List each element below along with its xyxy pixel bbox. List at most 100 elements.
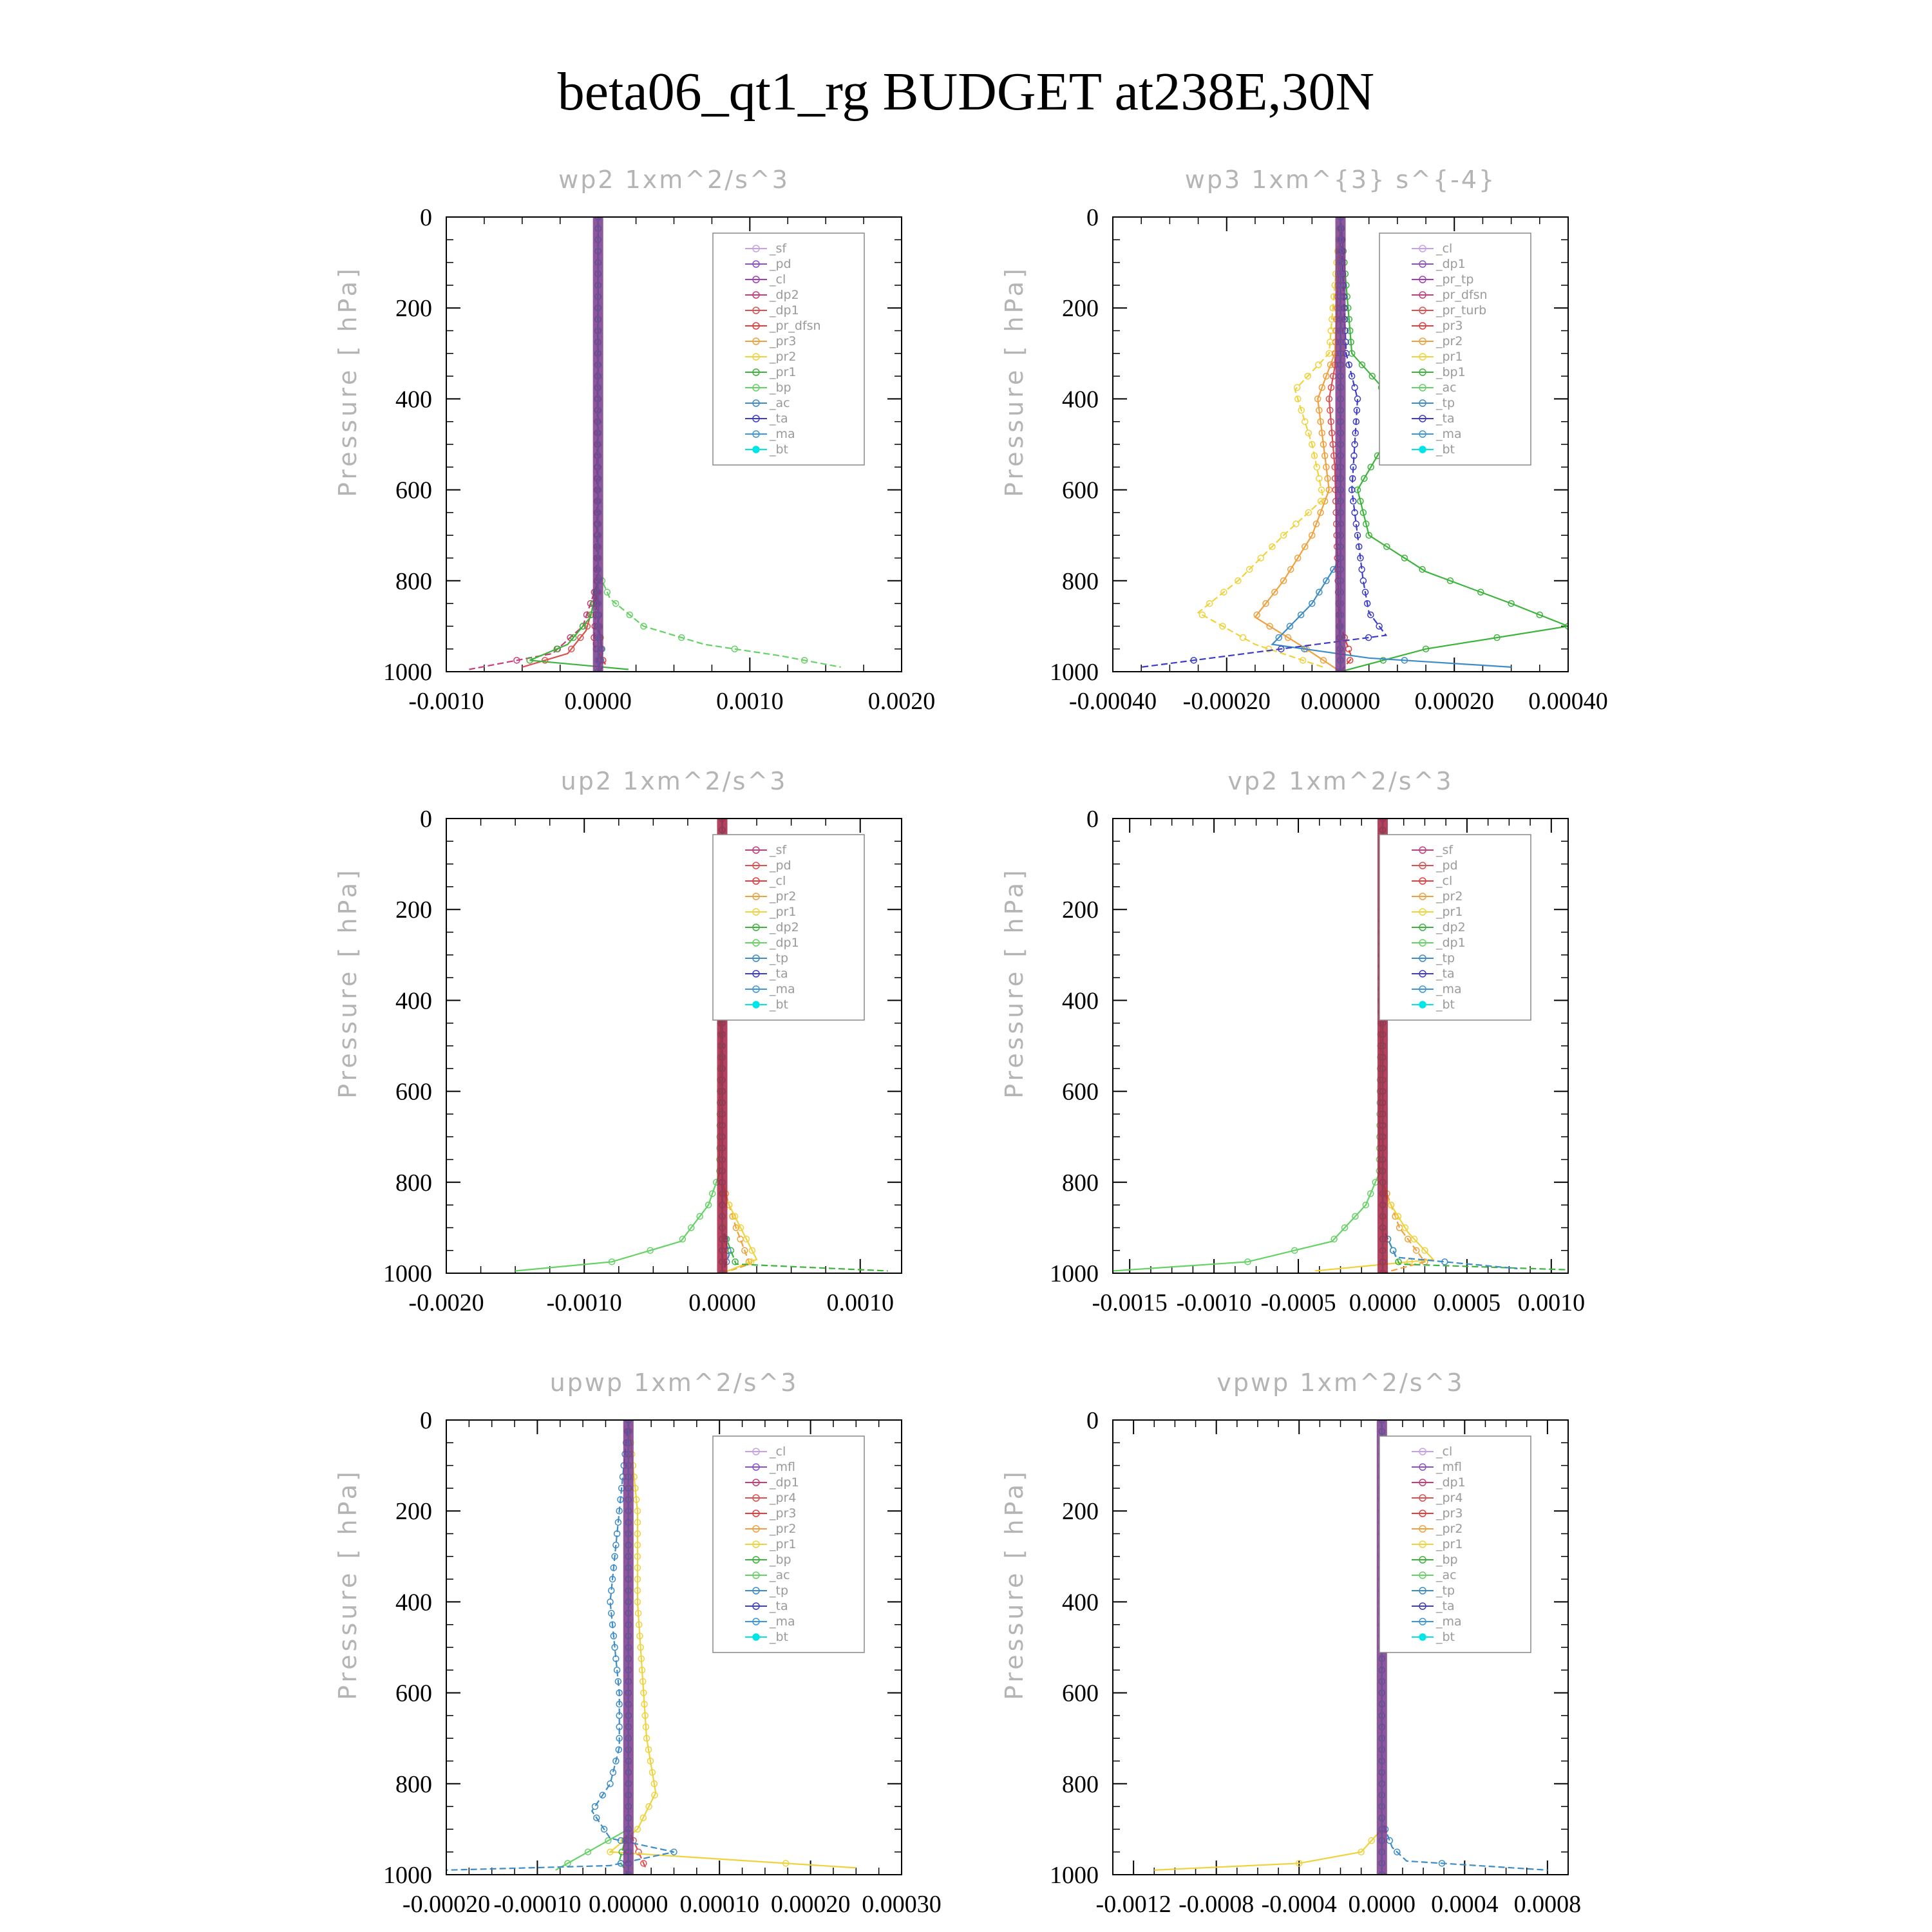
series-marker (612, 1757, 620, 1765)
legend-marker (1419, 415, 1426, 422)
x-tick-label: 0.0010 (826, 1289, 894, 1316)
series-line-pr2 (1254, 217, 1341, 672)
zero-profile-band (592, 217, 603, 672)
series-marker (1318, 430, 1326, 437)
series-marker (1359, 509, 1367, 516)
legend-label: _dp1 (769, 936, 799, 950)
series-marker (553, 645, 560, 652)
series-line-bp1 (1340, 217, 1568, 672)
legend-label: _pr2 (1435, 334, 1463, 348)
y-tick-label: 800 (395, 1771, 432, 1798)
series-marker (1348, 372, 1356, 380)
series-marker (634, 1530, 641, 1537)
legend-label: _pr_tp (1435, 272, 1473, 287)
series-marker (1421, 1247, 1428, 1254)
series-marker (614, 1519, 622, 1526)
series-marker (688, 1224, 695, 1231)
series-marker (1401, 554, 1408, 562)
series-marker (1350, 464, 1357, 471)
legend-label: _pd (769, 257, 791, 271)
series-marker (1346, 657, 1354, 664)
y-tick-label: 1000 (383, 1862, 432, 1889)
x-tick-label: -0.00010 (493, 1891, 581, 1918)
series-marker (1477, 589, 1484, 596)
x-tick-label: -0.0010 (547, 1289, 622, 1316)
panel-title: up2 1xm^2/s^3 (561, 767, 788, 795)
series-line-dp2 (469, 217, 599, 670)
legend-marker (1419, 908, 1426, 916)
series-marker (583, 623, 591, 630)
series-marker (1376, 623, 1383, 630)
y-axis-label: Pressure [ hPa] (1000, 265, 1028, 497)
series-marker (670, 1848, 677, 1855)
legend-marker (1419, 923, 1426, 931)
legend-marker (1419, 446, 1426, 453)
legend-label: _bt (1435, 1630, 1455, 1644)
legend-marker (1419, 307, 1426, 314)
series-marker (1220, 589, 1227, 596)
series-marker (1316, 475, 1323, 482)
legend-label: _pr_turb (1435, 303, 1486, 317)
series-marker (1305, 509, 1312, 516)
series-marker (634, 1541, 641, 1549)
legend-marker (752, 846, 760, 854)
legend: _sf_pd_cl_pr2_pr1_dp2 _dp1_tp _ta_ma _bt (1379, 834, 1531, 1021)
legend-label: _bp (1435, 1553, 1458, 1567)
series-marker (1262, 600, 1269, 607)
series-marker (1413, 1247, 1420, 1254)
series-marker (1309, 600, 1316, 607)
series-marker (1295, 1860, 1303, 1867)
y-tick-label: 200 (395, 896, 432, 923)
legend-label: _dp2 (1435, 920, 1466, 934)
series-marker (727, 1247, 735, 1254)
series-marker (1361, 475, 1368, 482)
panel-1: wp3 1xm^{3} s^{-4} Pressure [ hPa] 0 200 400… (1000, 166, 1608, 715)
legend-box (712, 834, 865, 1021)
series-group (446, 1420, 857, 1875)
series-marker (641, 1712, 649, 1719)
x-tick-label: 0.0004 (1431, 1891, 1499, 1918)
series-line-ta (1141, 217, 1388, 668)
y-tick-label: 600 (395, 1079, 432, 1106)
series-marker (650, 1780, 658, 1788)
series-marker (731, 645, 739, 652)
legend-marker (752, 1510, 760, 1517)
legend-label: _ac (1435, 1568, 1457, 1582)
series-marker (583, 611, 591, 618)
y-tick-label: 800 (1062, 1170, 1099, 1197)
legend-label: _pr3 (769, 1506, 796, 1520)
series-marker (638, 1667, 646, 1674)
series-marker (1389, 1247, 1397, 1254)
plot-frame (446, 818, 902, 1274)
series-marker (567, 645, 575, 652)
series-marker (1387, 1201, 1395, 1209)
series-marker (747, 1258, 755, 1265)
series-marker (1446, 577, 1454, 585)
legend-label: _tp (1435, 396, 1455, 410)
series-marker (1294, 554, 1302, 562)
legend-label: _ta (769, 1599, 788, 1613)
legend-marker (1419, 337, 1426, 345)
y-axis-label: Pressure [ hPa] (1000, 867, 1028, 1099)
legend-marker (752, 1525, 760, 1533)
series-marker (639, 1678, 647, 1685)
series-marker (678, 634, 685, 641)
legend-marker (1419, 322, 1426, 330)
x-tick-label: -0.00020 (1183, 688, 1271, 715)
legend-label: _pr2 (769, 889, 796, 904)
legend-label: _bp (769, 381, 791, 395)
legend-label: _dp1 (1435, 936, 1466, 950)
legend-marker (752, 245, 760, 252)
series-marker (1352, 418, 1360, 425)
series-marker (1345, 316, 1353, 323)
series-marker (616, 1723, 623, 1730)
legend-marker (752, 1633, 760, 1641)
x-tick-label: -0.0004 (1262, 1891, 1337, 1918)
legend-marker (1419, 1618, 1426, 1625)
x-tick-label: -0.00020 (402, 1891, 490, 1918)
series-marker (584, 1848, 592, 1855)
series-marker (1291, 1247, 1298, 1254)
series-marker (1328, 316, 1336, 323)
series-marker (1365, 634, 1372, 641)
series-marker (640, 1860, 647, 1867)
